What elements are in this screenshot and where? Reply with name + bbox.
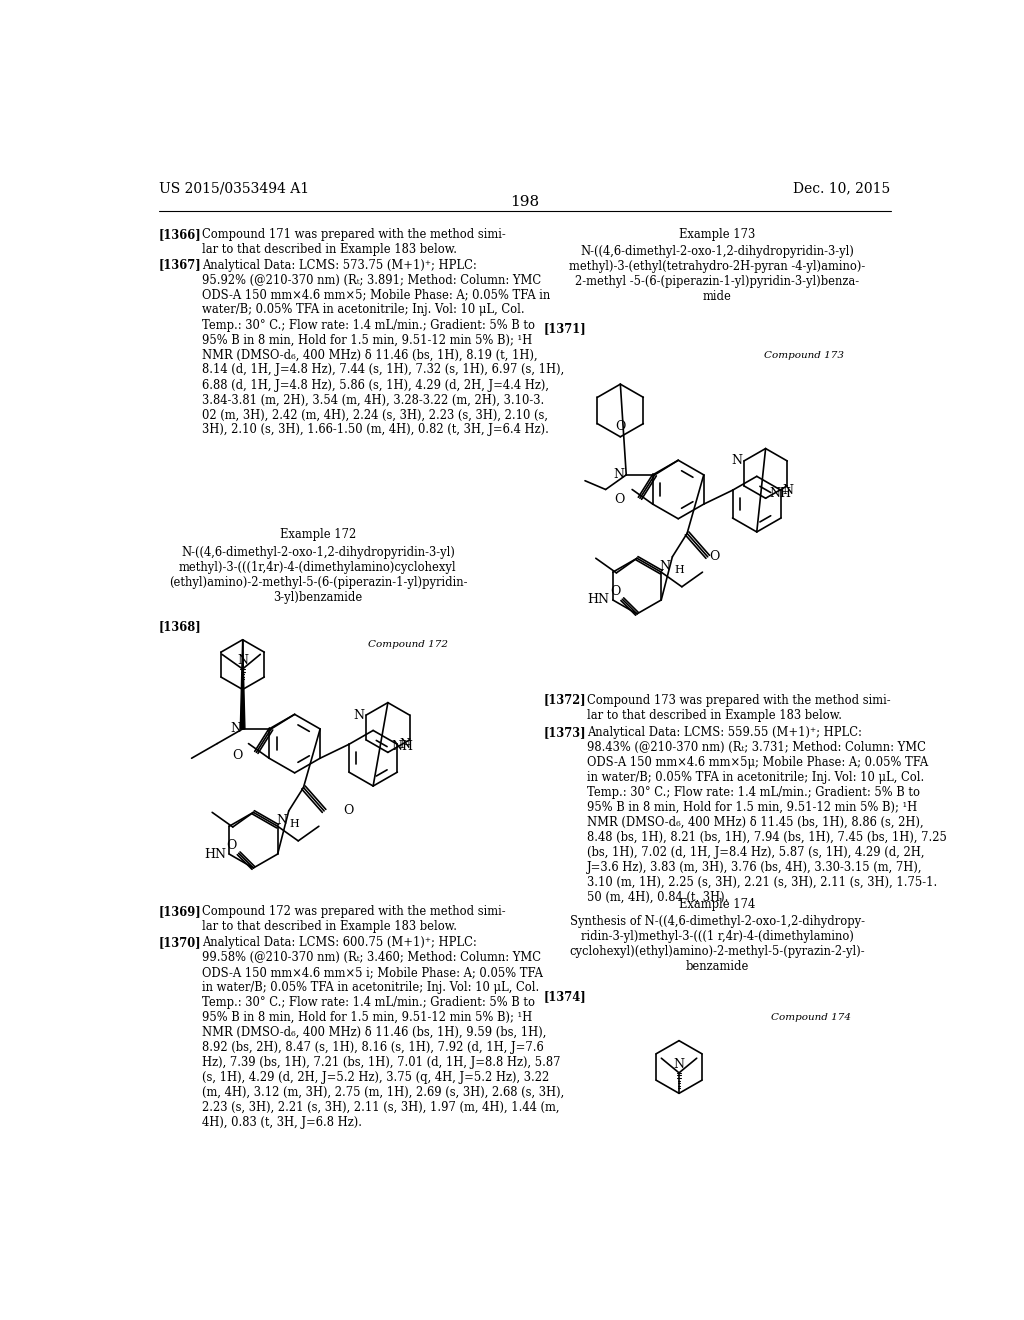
Text: US 2015/0353494 A1: US 2015/0353494 A1 <box>159 181 309 195</box>
Text: Compound 174: Compound 174 <box>771 1014 851 1022</box>
Text: [1369]: [1369] <box>159 906 202 919</box>
Text: O: O <box>615 420 626 433</box>
Text: N: N <box>659 560 671 573</box>
Text: N-((4,6-dimethyl-2-oxo-1,2-dihydropyridin-3-yl)
methyl)-3-(ethyl(tetrahydro-2H-p: N-((4,6-dimethyl-2-oxo-1,2-dihydropyridi… <box>569 246 865 304</box>
Text: Compound 171 was prepared with the method simi-
lar to that described in Example: Compound 171 was prepared with the metho… <box>203 227 506 256</box>
Text: N: N <box>353 709 365 722</box>
Text: HN: HN <box>204 847 226 861</box>
Text: N: N <box>276 814 287 826</box>
Text: Example 173: Example 173 <box>679 227 755 240</box>
Text: NH: NH <box>391 739 413 752</box>
Text: [1368]: [1368] <box>159 620 202 634</box>
Text: Compound 172 was prepared with the method simi-
lar to that described in Example: Compound 172 was prepared with the metho… <box>203 906 506 933</box>
Text: O: O <box>343 804 353 817</box>
Text: Example 174: Example 174 <box>679 898 755 911</box>
Text: O: O <box>226 838 238 851</box>
Text: Analytical Data: LCMS: 573.75 (M+1)⁺; HPLC:
95.92% (@210-370 nm) (Rₜ; 3.891; Met: Analytical Data: LCMS: 573.75 (M+1)⁺; HP… <box>203 259 564 437</box>
Text: N: N <box>230 722 241 735</box>
Text: N: N <box>613 469 625 482</box>
Text: N: N <box>782 483 794 496</box>
Text: Dec. 10, 2015: Dec. 10, 2015 <box>794 181 891 195</box>
Text: NH: NH <box>769 487 792 500</box>
Text: Compound 173 was prepared with the method simi-
lar to that described in Example: Compound 173 was prepared with the metho… <box>587 693 891 722</box>
Text: N-((4,6-dimethyl-2-oxo-1,2-dihydropyridin-3-yl)
methyl)-3-(((1r,4r)-4-(dimethyla: N-((4,6-dimethyl-2-oxo-1,2-dihydropyridi… <box>169 545 467 603</box>
Text: Compound 172: Compound 172 <box>369 640 449 648</box>
Text: [1374]: [1374] <box>544 990 586 1003</box>
Text: Synthesis of N-((4,6-dimethyl-2-oxo-1,2-dihydropy-
ridin-3-yl)methyl-3-(((1 r,4r: Synthesis of N-((4,6-dimethyl-2-oxo-1,2-… <box>569 915 865 973</box>
Polygon shape <box>241 640 245 729</box>
Text: N: N <box>731 454 742 467</box>
Text: O: O <box>232 748 243 762</box>
Text: [1373]: [1373] <box>544 726 586 739</box>
Text: [1372]: [1372] <box>544 693 586 706</box>
Text: Analytical Data: LCMS: 559.55 (M+1)⁺; HPLC:
98.43% (@210-370 nm) (Rₜ; 3.731; Met: Analytical Data: LCMS: 559.55 (M+1)⁺; HP… <box>587 726 946 904</box>
Text: H: H <box>674 565 684 576</box>
Text: H: H <box>290 818 299 829</box>
Text: N: N <box>399 738 410 751</box>
Text: [1371]: [1371] <box>544 322 586 335</box>
Text: Example 172: Example 172 <box>280 528 356 541</box>
Text: O: O <box>614 494 625 507</box>
Text: O: O <box>610 585 621 598</box>
Text: [1370]: [1370] <box>159 936 202 949</box>
Text: N: N <box>238 655 248 668</box>
Text: Analytical Data: LCMS: 600.75 (M+1)⁺; HPLC:
99.58% (@210-370 nm) (Rₜ; 3.460; Met: Analytical Data: LCMS: 600.75 (M+1)⁺; HP… <box>203 936 564 1129</box>
Text: O: O <box>710 550 720 564</box>
Text: HN: HN <box>588 594 609 606</box>
Text: N: N <box>674 1059 684 1072</box>
Text: 198: 198 <box>510 195 540 210</box>
Text: [1367]: [1367] <box>159 259 202 272</box>
Text: Compound 173: Compound 173 <box>764 351 844 360</box>
Text: [1366]: [1366] <box>159 227 202 240</box>
